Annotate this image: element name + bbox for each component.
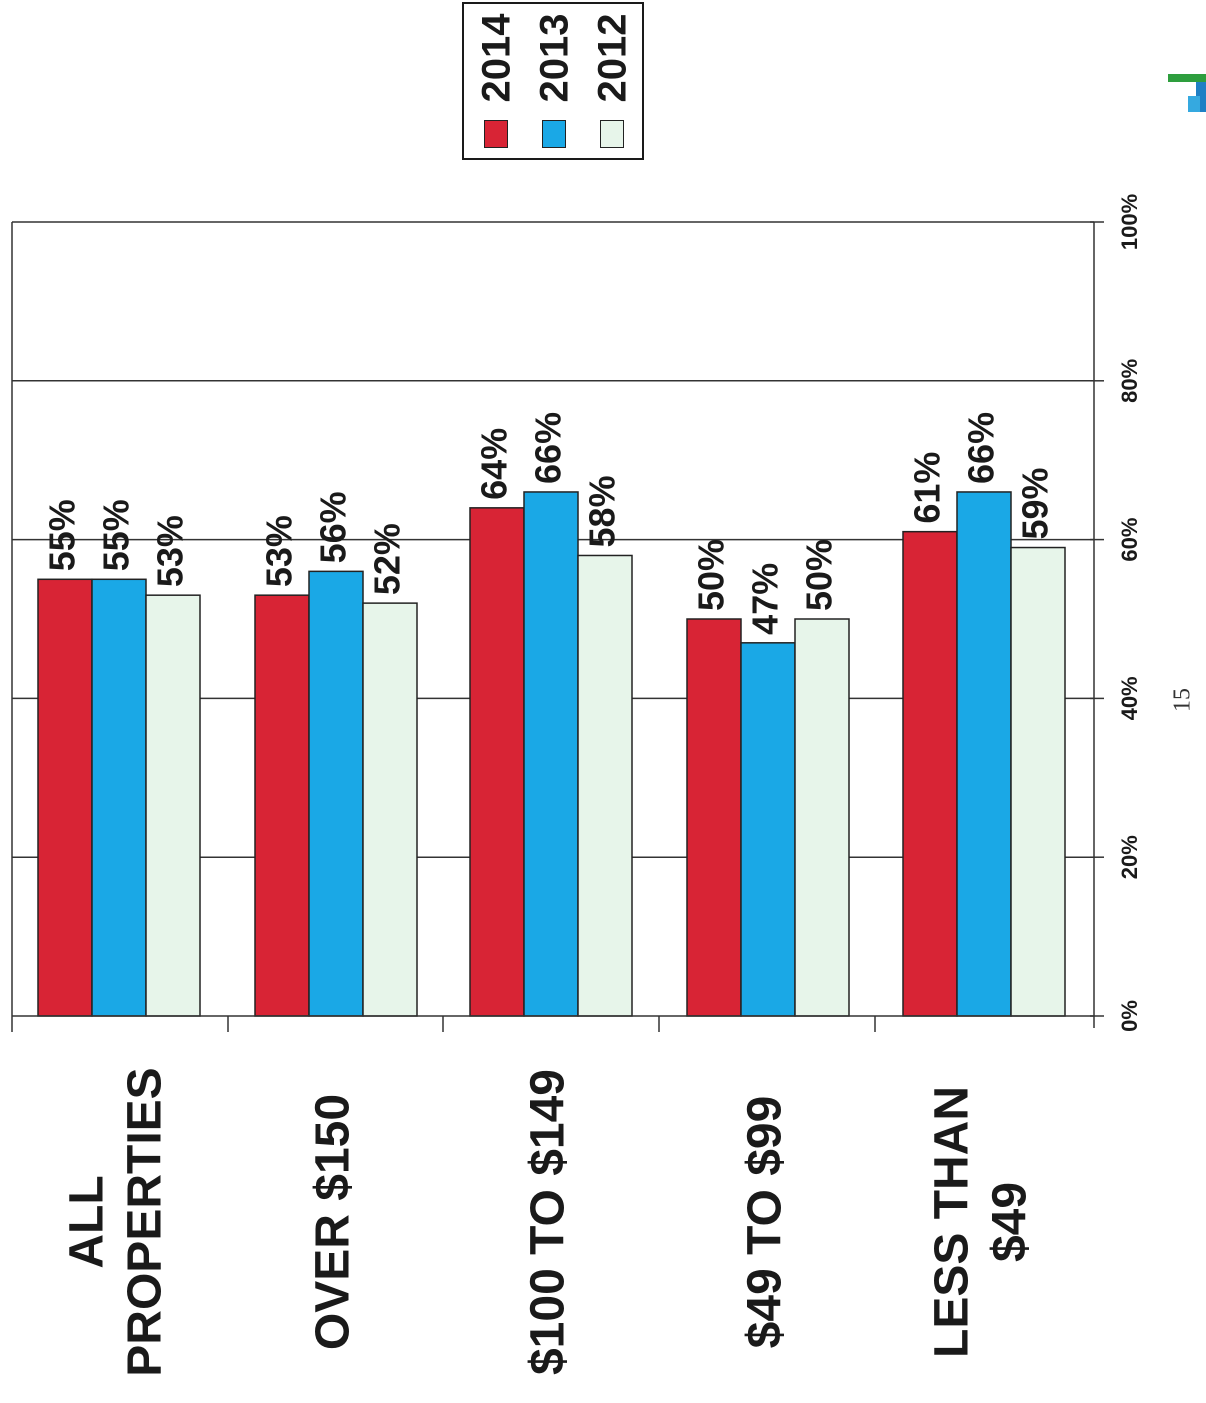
bar-2012: [145, 594, 201, 1017]
data-label: 55%: [96, 499, 137, 571]
data-label: 56%: [313, 491, 354, 563]
value-tick-label: 40%: [1117, 676, 1142, 720]
data-label: 53%: [259, 515, 300, 587]
bar-2013: [956, 491, 1012, 1017]
legend-label: 2014: [474, 13, 519, 103]
data-label: 55%: [42, 499, 83, 571]
value-tick-label: 80%: [1117, 359, 1142, 403]
bars: [37, 491, 1066, 1017]
legend-entry-2012: 2012: [584, 4, 642, 158]
category-label: PROPERTIES: [119, 1067, 172, 1376]
category-label: LESS THAN: [926, 1086, 979, 1358]
bar-2014: [902, 530, 958, 1017]
bar-2012: [362, 602, 418, 1017]
category-label: $100 TO $149: [522, 1069, 575, 1375]
legend-entry-2013: 2013: [526, 4, 584, 158]
bar-2012: [1010, 546, 1066, 1017]
bar-2014: [686, 618, 742, 1017]
data-label: 61%: [907, 452, 948, 524]
bar-2012: [577, 554, 633, 1017]
bar-2014: [37, 578, 93, 1017]
data-label: 66%: [961, 412, 1002, 484]
category-label: OVER $150: [307, 1094, 360, 1350]
category-label: $49 TO $99: [739, 1096, 792, 1349]
legend-swatch: [484, 120, 508, 148]
bar-2012: [794, 618, 850, 1017]
legend-label: 2013: [532, 13, 577, 103]
category-labels: ALL PROPERTIES OVER $150 $100 TO $149 $49 TO…: [61, 1067, 1037, 1376]
bar-2013: [740, 642, 796, 1017]
value-axis: 0% 20% 40% 60% 80% 100%: [11, 194, 1142, 1032]
bar-2014: [254, 594, 310, 1017]
bar-2014: [469, 507, 525, 1017]
legend-label: 2012: [590, 13, 635, 103]
data-labels: 55% 53% 64% 50% 61% 55% 56% 66% 47% 66% 53% 52% 58% 5…: [42, 412, 1056, 635]
legend-entry-2014: 2014: [468, 4, 526, 158]
category-label: $49: [984, 1182, 1037, 1262]
value-tick-label: 100%: [1117, 194, 1142, 250]
data-label: 66%: [528, 412, 569, 484]
value-tick-label: 20%: [1117, 835, 1142, 879]
legend: 2014 2013 2012: [462, 2, 644, 160]
data-label: 47%: [745, 563, 786, 635]
value-tick-label: 0%: [1117, 1000, 1142, 1032]
data-label: 53%: [150, 515, 191, 587]
category-label: ALL: [61, 1175, 114, 1268]
data-label: 59%: [1015, 467, 1056, 539]
data-label: 50%: [799, 539, 840, 611]
page-number: 15: [1169, 688, 1196, 712]
data-label: 64%: [474, 428, 515, 500]
bar-2013: [91, 578, 147, 1017]
legend-swatch: [600, 120, 624, 148]
data-label: 52%: [367, 523, 408, 595]
logo-mark-icon: [1168, 74, 1206, 112]
value-tick-label: 60%: [1117, 518, 1142, 562]
data-label: 50%: [691, 539, 732, 611]
data-label: 58%: [582, 475, 623, 547]
bar-2013: [523, 491, 579, 1017]
bar-2013: [308, 570, 364, 1017]
legend-swatch: [542, 120, 566, 148]
